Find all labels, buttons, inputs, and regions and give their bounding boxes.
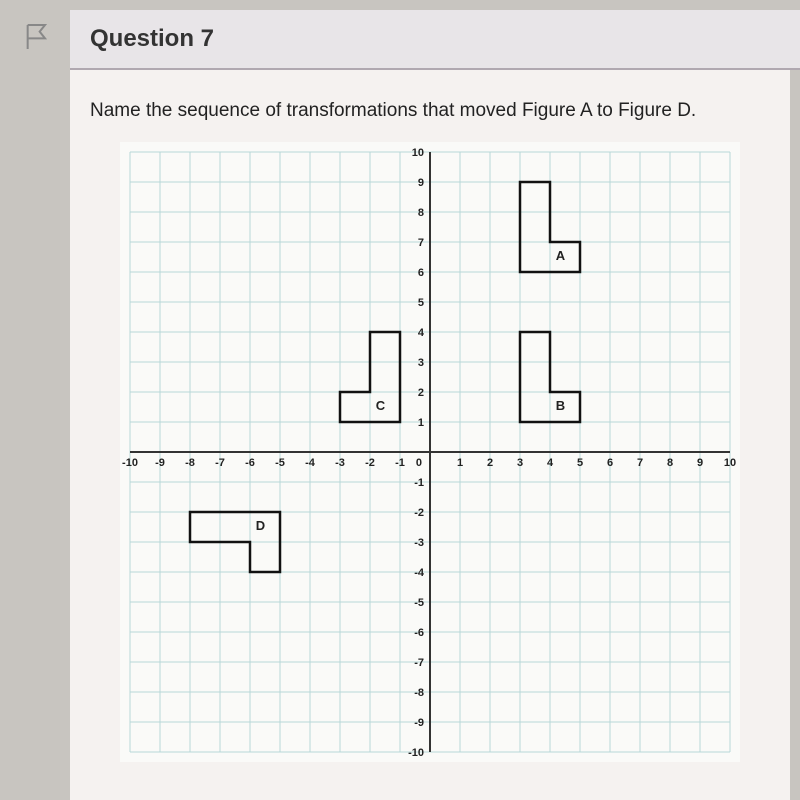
svg-text:5: 5 [418, 297, 424, 309]
svg-text:3: 3 [418, 357, 424, 369]
svg-text:-2: -2 [414, 507, 424, 519]
question-title: Question 7 [90, 25, 214, 53]
svg-text:-6: -6 [414, 627, 424, 639]
svg-text:6: 6 [418, 267, 424, 279]
figure-label-d: D [256, 518, 265, 533]
svg-text:8: 8 [418, 207, 424, 219]
svg-text:10: 10 [412, 147, 424, 159]
svg-text:6: 6 [607, 457, 613, 469]
svg-text:5: 5 [577, 457, 583, 469]
svg-text:-7: -7 [414, 657, 424, 669]
svg-text:4: 4 [418, 327, 425, 339]
svg-text:0: 0 [416, 457, 422, 469]
svg-text:-9: -9 [414, 717, 424, 729]
svg-text:-7: -7 [215, 457, 225, 469]
svg-text:-8: -8 [185, 457, 195, 469]
svg-text:1: 1 [418, 417, 424, 429]
svg-text:10: 10 [724, 457, 736, 469]
svg-text:-1: -1 [395, 457, 405, 469]
nav-flag-icon[interactable] [18, 18, 56, 56]
question-header: Question 7 [70, 10, 800, 70]
svg-text:9: 9 [418, 177, 424, 189]
svg-text:-2: -2 [365, 457, 375, 469]
svg-text:-5: -5 [414, 597, 424, 609]
svg-text:2: 2 [487, 457, 493, 469]
svg-text:7: 7 [418, 237, 424, 249]
coordinate-graph: -10-9-8-7-6-5-4-3-2-1012345678910-10-9-8… [120, 142, 740, 762]
question-content: Name the sequence of transformations tha… [70, 70, 790, 800]
svg-text:-10: -10 [408, 747, 424, 759]
svg-text:9: 9 [697, 457, 703, 469]
svg-text:4: 4 [547, 457, 554, 469]
svg-text:8: 8 [667, 457, 673, 469]
svg-text:-9: -9 [155, 457, 165, 469]
figure-label-a: A [556, 248, 566, 263]
svg-text:-4: -4 [305, 457, 316, 469]
svg-text:-5: -5 [275, 457, 285, 469]
svg-text:-3: -3 [335, 457, 345, 469]
svg-text:2: 2 [418, 387, 424, 399]
figure-label-b: B [556, 398, 565, 413]
svg-text:7: 7 [637, 457, 643, 469]
svg-text:-3: -3 [414, 537, 424, 549]
svg-text:-8: -8 [414, 687, 424, 699]
svg-text:-1: -1 [414, 477, 424, 489]
figure-label-c: C [376, 398, 386, 413]
svg-text:-6: -6 [245, 457, 255, 469]
svg-text:3: 3 [517, 457, 523, 469]
svg-text:-4: -4 [414, 567, 425, 579]
svg-text:-10: -10 [122, 457, 138, 469]
svg-text:1: 1 [457, 457, 463, 469]
question-prompt: Name the sequence of transformations tha… [90, 100, 770, 122]
